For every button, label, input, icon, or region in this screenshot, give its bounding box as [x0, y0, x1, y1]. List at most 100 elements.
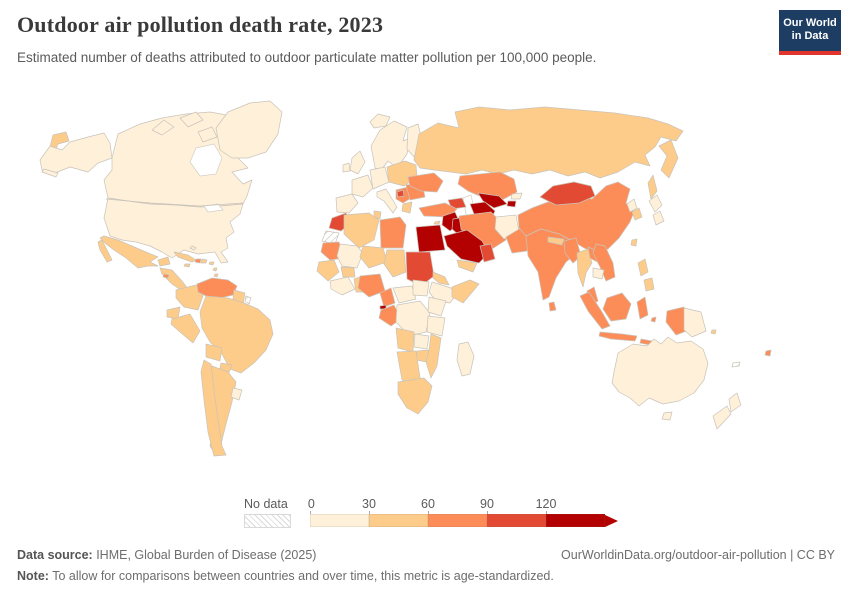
no-data-swatch[interactable] [244, 514, 291, 528]
country-fiji[interactable] [764, 349, 772, 357]
country-new-zealand-north[interactable] [728, 392, 742, 413]
country-chad[interactable] [383, 249, 407, 278]
country-vietnam[interactable] [592, 243, 616, 282]
country-united-kingdom[interactable] [349, 150, 366, 175]
country-brazil[interactable] [199, 295, 274, 374]
legend-segment[interactable] [546, 514, 605, 527]
country-eritrea-djibouti[interactable] [432, 271, 450, 286]
country-italy[interactable] [376, 188, 398, 214]
legend-segment[interactable] [487, 514, 546, 527]
country-new-caledonia[interactable] [731, 361, 741, 368]
country-nigeria[interactable] [357, 273, 386, 298]
country-japan-north[interactable] [648, 194, 663, 213]
country-libya[interactable] [379, 216, 407, 249]
country-kenya-uganda[interactable] [427, 296, 447, 317]
country-ethiopia[interactable] [428, 281, 460, 304]
country-central-america[interactable] [159, 267, 189, 292]
country-greece[interactable] [401, 201, 413, 214]
country-niger[interactable] [359, 245, 388, 269]
country-egypt[interactable] [415, 224, 446, 253]
country-papua-new-guinea[interactable] [683, 307, 707, 338]
country-indonesia-sulawesi[interactable] [636, 296, 649, 320]
country-colombia[interactable] [175, 284, 204, 311]
country-mexico-yucatan[interactable] [157, 256, 171, 267]
country-indonesia-sumatra[interactable] [579, 291, 611, 330]
country-dominican-republic[interactable] [200, 258, 208, 264]
country-russia-kamchatka[interactable] [658, 139, 679, 179]
country-ukraine[interactable] [407, 172, 444, 193]
country-south-korea[interactable] [631, 207, 643, 221]
country-cuba[interactable] [173, 251, 197, 263]
country-germany-central-europe[interactable] [369, 166, 390, 190]
country-uzbekistan[interactable] [477, 192, 508, 209]
country-indonesia-west-papua[interactable] [665, 306, 690, 336]
country-alaska[interactable] [39, 132, 113, 174]
country-burkina-faso[interactable] [340, 266, 356, 278]
country-cameroon[interactable] [379, 287, 396, 308]
legend-segment[interactable] [310, 514, 369, 527]
country-french-guiana[interactable] [244, 295, 252, 305]
country-haiti[interactable] [194, 258, 202, 264]
country-mexico[interactable] [99, 235, 159, 269]
credit-link[interactable]: OurWorldinData.org/outdoor-air-pollution… [561, 548, 835, 562]
country-indonesia-maluku[interactable] [650, 316, 657, 323]
country-france[interactable] [351, 174, 374, 198]
country-greenland[interactable] [215, 100, 283, 159]
country-cambodia[interactable] [592, 267, 605, 280]
country-philippines-luzon[interactable] [637, 258, 649, 277]
country-taiwan[interactable] [630, 238, 638, 247]
country-mozambique[interactable] [425, 333, 442, 379]
country-central-african-republic[interactable] [392, 285, 417, 304]
country-south-africa[interactable] [397, 377, 433, 415]
country-tunisia[interactable] [373, 210, 382, 220]
country-australia[interactable] [611, 336, 709, 407]
country-senegal-guinea[interactable] [316, 259, 340, 282]
country-ireland[interactable] [342, 162, 351, 173]
country-jamaica[interactable] [183, 263, 191, 268]
country-dr-congo[interactable] [395, 300, 431, 337]
country-indonesia-java[interactable] [598, 331, 638, 342]
country-angola[interactable] [395, 327, 415, 353]
country-mexico-baja[interactable] [97, 239, 113, 263]
country-canada-arctic-1[interactable] [151, 119, 175, 136]
country-russia[interactable] [413, 106, 684, 179]
country-madagascar[interactable] [456, 341, 475, 377]
country-solomon-islands[interactable] [710, 329, 717, 335]
country-venezuela[interactable] [196, 277, 238, 299]
country-kyrgyzstan[interactable] [510, 192, 523, 200]
legend-segment[interactable] [369, 514, 428, 527]
country-canada-arctic-2[interactable] [179, 111, 204, 128]
country-mali[interactable] [336, 243, 364, 269]
country-tanzania[interactable] [426, 315, 446, 337]
country-sudan[interactable] [405, 251, 435, 287]
country-somalia[interactable] [451, 279, 480, 304]
country-mongolia[interactable] [539, 181, 596, 206]
legend-segment[interactable] [428, 514, 487, 527]
country-bahamas[interactable] [189, 245, 197, 251]
country-canada-arctic-3[interactable] [197, 126, 218, 143]
country-peru[interactable] [170, 313, 201, 344]
country-yemen[interactable] [456, 259, 478, 273]
owid-logo[interactable]: Our World in Data [779, 10, 841, 55]
country-cyprus[interactable] [433, 220, 441, 225]
country-el-salvador[interactable] [162, 273, 170, 279]
country-australia-tasmania[interactable] [661, 411, 673, 421]
country-new-zealand-south[interactable] [712, 405, 732, 430]
country-ivory-coast-ghana[interactable] [329, 276, 356, 296]
country-iceland[interactable] [369, 113, 391, 129]
country-indonesia-borneo[interactable] [602, 292, 632, 322]
country-iberia[interactable] [335, 193, 359, 214]
country-north-korea[interactable] [626, 198, 638, 213]
country-sri-lanka[interactable] [548, 301, 557, 312]
country-tajikistan[interactable] [506, 200, 517, 208]
country-lesser-antilles-2[interactable] [213, 273, 219, 278]
country-uruguay[interactable] [230, 387, 243, 401]
country-bolivia[interactable] [205, 343, 223, 362]
country-algeria[interactable] [343, 212, 380, 249]
country-united-states[interactable] [103, 197, 244, 264]
country-alaska-aleutians[interactable] [41, 168, 59, 178]
country-philippines-mindanao[interactable] [643, 277, 655, 292]
country-puerto-rico[interactable] [208, 261, 215, 266]
country-japan-south[interactable] [652, 210, 665, 226]
country-zambia[interactable] [413, 333, 430, 350]
